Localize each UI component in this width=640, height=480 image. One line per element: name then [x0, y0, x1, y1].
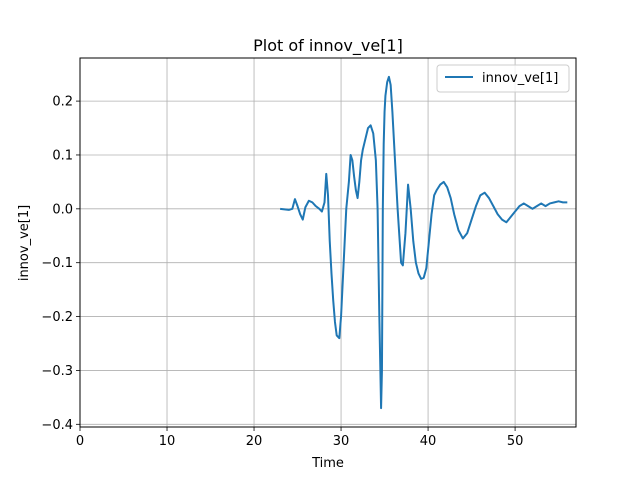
y-tick-label: 0.1 — [52, 148, 73, 163]
x-axis-label: Time — [311, 456, 344, 471]
y-tick-label: −0.4 — [41, 418, 73, 433]
x-tick-label: 10 — [159, 434, 176, 449]
chart-title: Plot of innov_ve[1] — [253, 36, 403, 56]
legend: innov_ve[1] — [436, 64, 570, 93]
x-tick-label: 50 — [507, 434, 524, 449]
y-tick-label: −0.2 — [41, 310, 73, 325]
x-tick-label: 40 — [420, 434, 437, 449]
x-tick-label: 30 — [333, 434, 350, 449]
x-tick-label: 20 — [246, 434, 263, 449]
x-tick-label: 0 — [76, 434, 84, 449]
plot-frame — [79, 57, 577, 428]
series-layer — [280, 75, 568, 410]
y-tick-label: −0.1 — [41, 256, 73, 271]
y-tick-label: −0.3 — [41, 364, 73, 379]
legend-label: innov_ve[1] — [482, 71, 558, 86]
series-line — [280, 75, 568, 410]
y-axis-label: innov_ve[1] — [17, 205, 32, 281]
y-tick-label: 0.0 — [52, 202, 73, 217]
legend-box — [436, 64, 570, 93]
ticks: 0 10 20 30 40 50 −0.4 −0.3 −0.2 −0.1 0.0 0.1 0.2 — [41, 95, 523, 449]
y-tick-label: 0.2 — [52, 95, 73, 110]
